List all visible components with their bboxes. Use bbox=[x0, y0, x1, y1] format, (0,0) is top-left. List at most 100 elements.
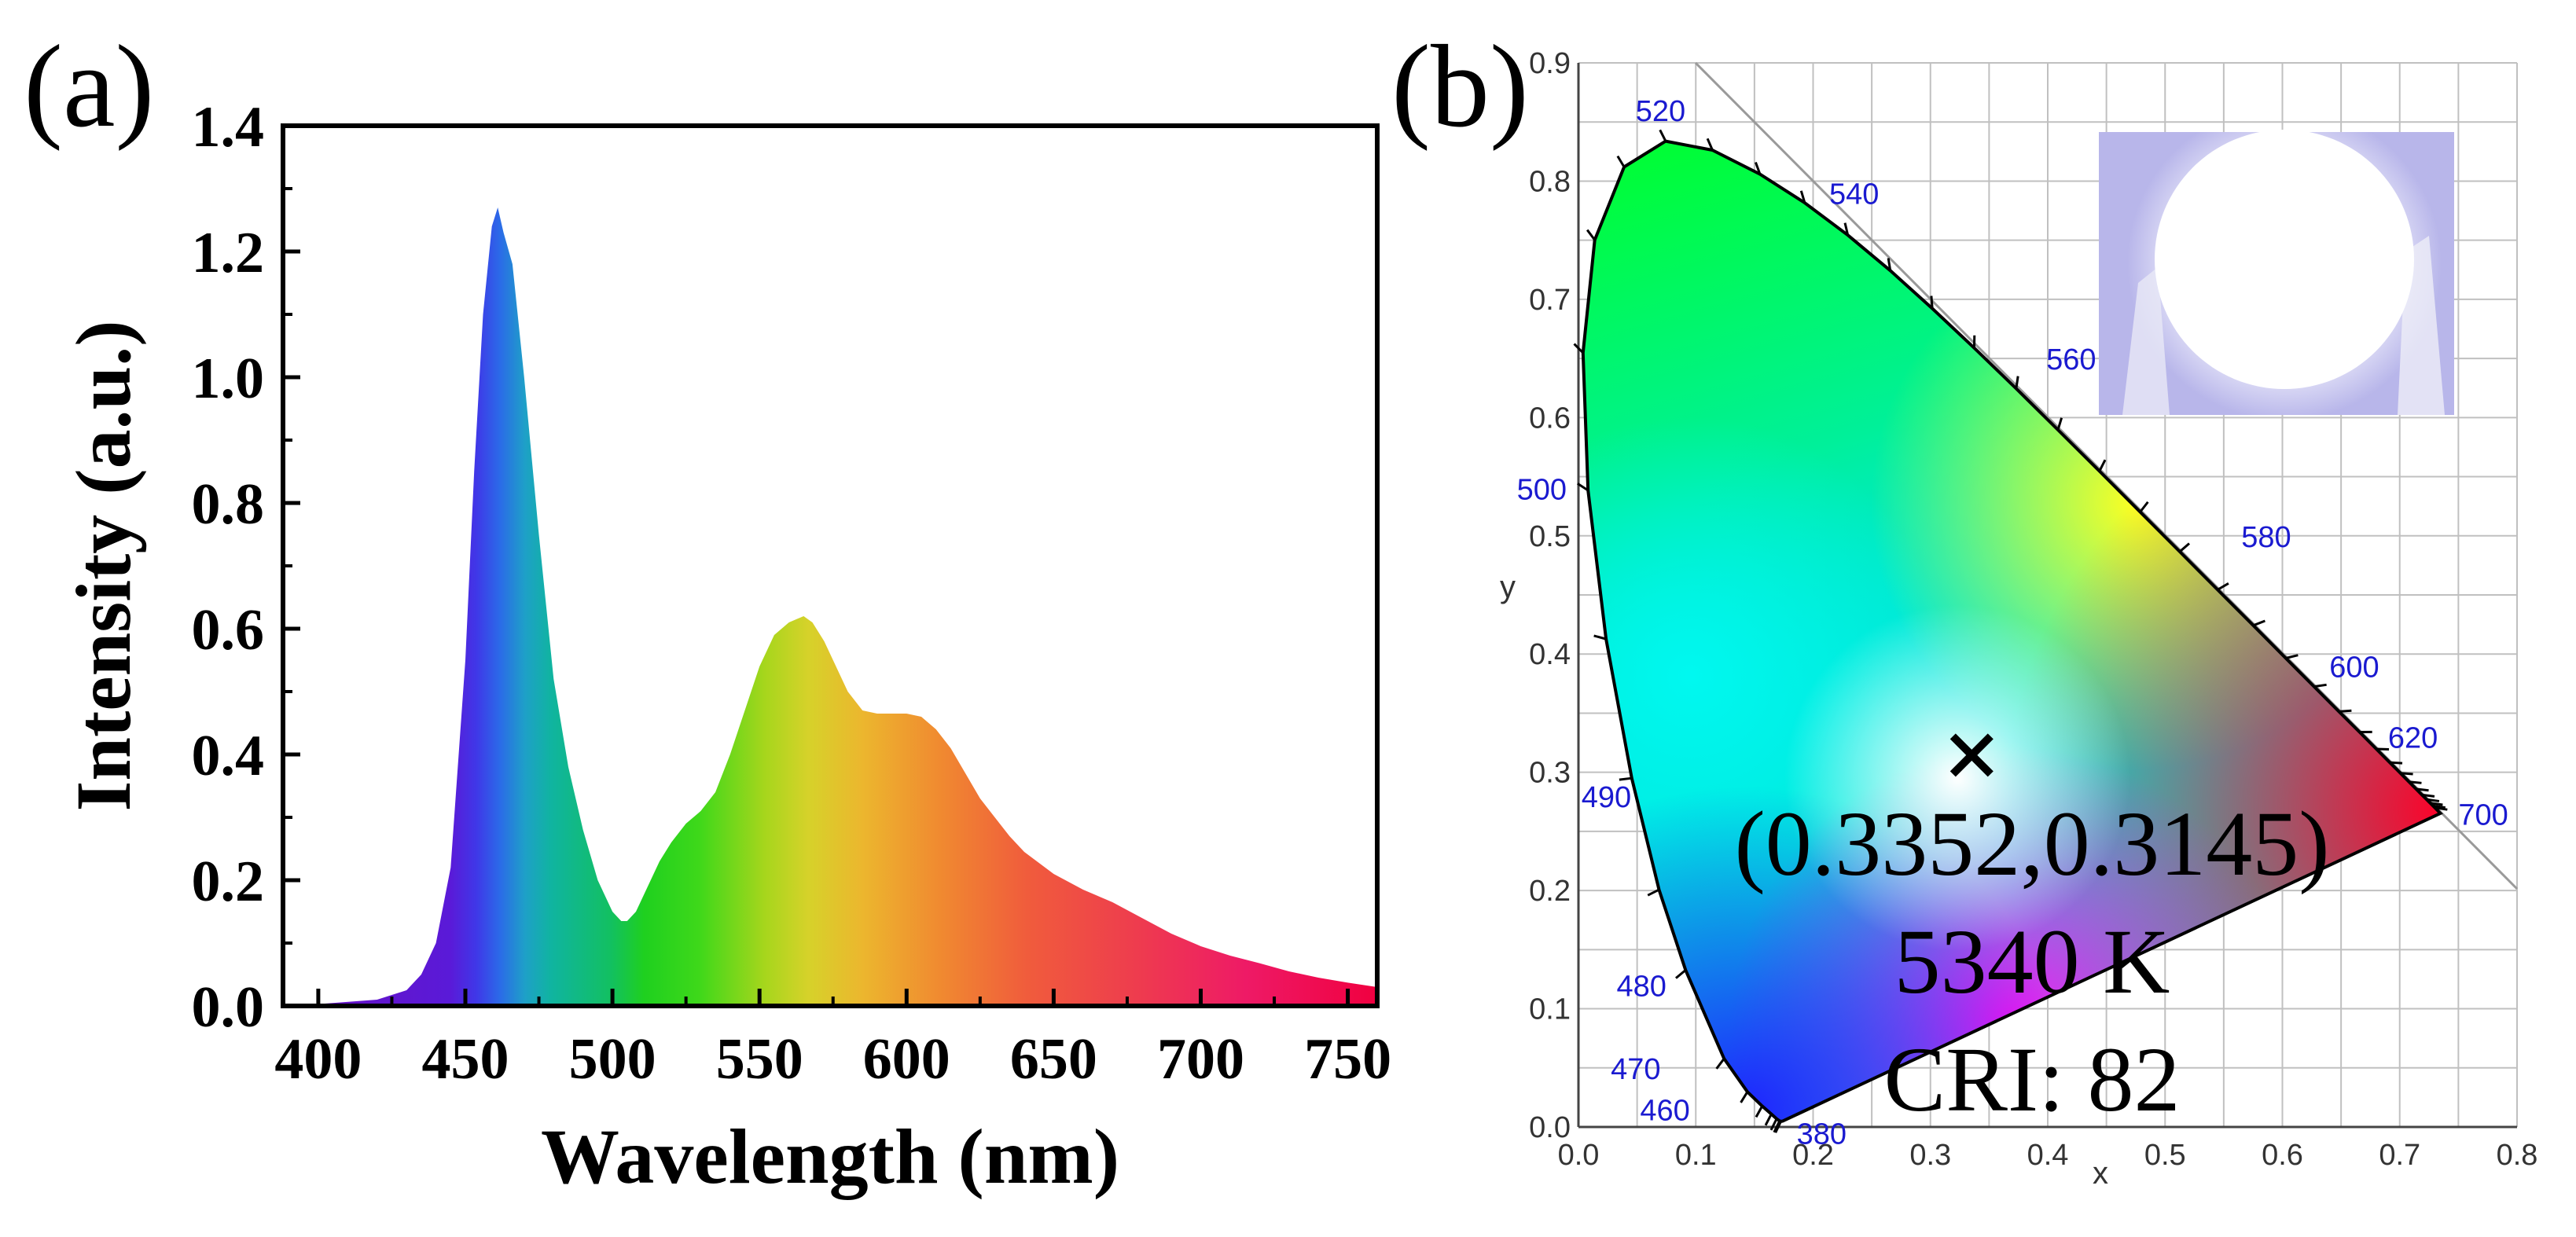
locus-tick bbox=[2217, 582, 2229, 591]
x-tick-label-a: 400 bbox=[274, 1027, 362, 1092]
x-tick-label-a: 650 bbox=[1010, 1027, 1097, 1092]
wavelength-label: 520 bbox=[1636, 95, 1685, 128]
x-tick-label-a: 500 bbox=[569, 1027, 656, 1092]
x-tick-label-b: 0.2 bbox=[1792, 1139, 1834, 1172]
locus-tick bbox=[1887, 258, 1892, 271]
wavelength-label: 540 bbox=[1829, 178, 1879, 211]
y-tick-label-b: 0.6 bbox=[1529, 402, 1571, 435]
locus-tick bbox=[2432, 804, 2446, 809]
locus-tick bbox=[1774, 1121, 1782, 1133]
y-tick-label-a: 1.0 bbox=[192, 347, 265, 411]
wavelength-label: 560 bbox=[2046, 343, 2096, 376]
locus-tick bbox=[2409, 780, 2422, 784]
x-tick-label-a: 750 bbox=[1304, 1027, 1391, 1092]
locus-tick bbox=[2416, 787, 2429, 792]
x-tick-label-a: 550 bbox=[716, 1027, 803, 1092]
locus-tick bbox=[2015, 376, 2019, 389]
wavelength-label: 700 bbox=[2458, 798, 2508, 831]
wavelength-label: 490 bbox=[1582, 781, 1631, 814]
locus-tick bbox=[1616, 155, 1626, 168]
wavelength-label: 380 bbox=[1797, 1118, 1847, 1151]
y-tick-label-a: 0.2 bbox=[192, 850, 265, 914]
locus-tick bbox=[1740, 1091, 1749, 1103]
y-axis-title-b: y bbox=[1500, 570, 1516, 604]
axis-ticks-a bbox=[283, 123, 1350, 1008]
y-tick-label-b: 0.4 bbox=[1529, 638, 1571, 671]
panel-a-label: (a) bbox=[24, 21, 154, 152]
locus-tick bbox=[2389, 761, 2403, 765]
wavelength-label: 600 bbox=[2329, 651, 2379, 684]
wavelength-label: 460 bbox=[1640, 1094, 1689, 1127]
x-tick-label-b: 0.6 bbox=[2262, 1139, 2303, 1172]
x-tick-label-b: 0.0 bbox=[1558, 1139, 1600, 1172]
chromaticity-point-marker bbox=[1949, 733, 1994, 777]
x-tick-label-a: 450 bbox=[422, 1027, 509, 1092]
locus-tick bbox=[1769, 1118, 1778, 1131]
locus-tick bbox=[1647, 888, 1660, 897]
y-tick-label-b: 0.0 bbox=[1529, 1111, 1571, 1144]
locus-tick bbox=[2400, 772, 2413, 776]
y-tick-label-b: 0.1 bbox=[1529, 993, 1571, 1026]
locus-tick bbox=[1799, 190, 1806, 204]
locus-tick bbox=[2426, 798, 2440, 802]
y-axis-title-a: Intensity (a.u.) bbox=[60, 320, 147, 811]
wavelength-label: 580 bbox=[2241, 521, 2291, 554]
locus-tick bbox=[2339, 709, 2352, 713]
locus-tick bbox=[1764, 1113, 1773, 1126]
x-tick-label-b: 0.8 bbox=[2497, 1139, 2538, 1172]
x-axis-title-a: Wavelength (nm) bbox=[541, 1113, 1119, 1200]
x-tick-label-b: 0.3 bbox=[1909, 1139, 1951, 1172]
locus-tick bbox=[1619, 776, 1632, 781]
y-tick-label-b: 0.8 bbox=[1529, 165, 1571, 198]
tick-labels-a: 400 450 500 550 600 650 700 750 0.0 0.2 0.4 0.6 0.8 1… bbox=[192, 95, 1392, 1092]
y-tick-label-b: 0.3 bbox=[1529, 757, 1571, 790]
led-photo-inset bbox=[2099, 130, 2454, 415]
y-tick-label-b: 0.2 bbox=[1529, 875, 1571, 908]
panel-a-spectrum: (a) 400 450 500 550 600 650 700 750 0.0 0.2 0.4 0.6… bbox=[24, 21, 1391, 1200]
x-tick-label-b: 0.1 bbox=[1675, 1139, 1717, 1172]
locus-tick bbox=[1754, 162, 1762, 175]
y-tick-label-a: 0.0 bbox=[192, 975, 265, 1040]
locus-tick bbox=[2056, 417, 2063, 431]
coordinate-annotation: (0.3352,0.3145) bbox=[1734, 792, 2329, 895]
locus-tick bbox=[2313, 683, 2327, 688]
locus-tick bbox=[1659, 129, 1667, 142]
y-tick-label-a: 1.4 bbox=[192, 95, 265, 160]
locus-tick bbox=[2435, 806, 2448, 811]
y-tick-label-b: 0.5 bbox=[1529, 520, 1571, 553]
locus-tick bbox=[2285, 654, 2299, 659]
wavelength-label: 500 bbox=[1517, 474, 1567, 507]
wavelength-label: 620 bbox=[2388, 722, 2438, 755]
locus-tick bbox=[2421, 793, 2435, 798]
x-tick-label-b: 0.7 bbox=[2379, 1139, 2420, 1172]
locus-tick bbox=[1715, 1058, 1725, 1070]
x-tick-label-b: 0.4 bbox=[2027, 1139, 2069, 1172]
y-tick-label-b: 0.7 bbox=[1529, 284, 1571, 317]
y-tick-label-a: 0.8 bbox=[192, 472, 265, 537]
y-tick-label-a: 0.4 bbox=[192, 724, 265, 788]
y-tick-label-a: 0.6 bbox=[192, 598, 265, 663]
locus-tick bbox=[2178, 542, 2190, 553]
spectral-locus-ticks bbox=[1573, 129, 2448, 1133]
x-tick-label-a: 600 bbox=[863, 1027, 950, 1092]
locus-tick bbox=[1675, 969, 1687, 979]
y-tick-label-b: 0.9 bbox=[1529, 47, 1571, 80]
locus-tick bbox=[2098, 459, 2107, 472]
locus-tick bbox=[1755, 1105, 1764, 1118]
locus-tick bbox=[1843, 222, 1850, 236]
x-tick-label-b: 0.5 bbox=[2144, 1139, 2186, 1172]
cct-annotation: 5340 K bbox=[1894, 910, 2170, 1013]
cri-annotation: CRI: 82 bbox=[1884, 1028, 2181, 1131]
locus-tick bbox=[1930, 295, 1934, 309]
locus-tick bbox=[2252, 619, 2265, 627]
spectrum-area bbox=[283, 207, 1377, 1006]
locus-tick bbox=[1593, 634, 1607, 641]
wavelength-label: 480 bbox=[1617, 970, 1666, 1003]
locus-tick bbox=[2139, 501, 2149, 513]
x-axis-title-b: x bbox=[2093, 1156, 2108, 1191]
locus-tick bbox=[1773, 1120, 1781, 1133]
panel-b-label: (b) bbox=[1391, 21, 1529, 152]
locus-tick bbox=[1573, 343, 1584, 354]
locus-tick bbox=[1706, 138, 1714, 151]
